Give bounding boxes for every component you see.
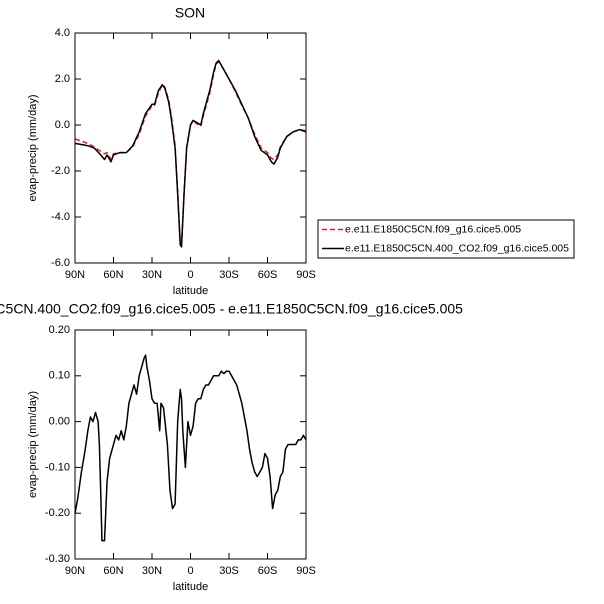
x-tick-label: 90S [296, 565, 316, 577]
x-tick-label: 30N [142, 565, 162, 577]
y-tick-label: 0.20 [49, 324, 70, 336]
x-tick-label: 0 [187, 565, 193, 577]
data-line [74, 61, 307, 246]
plot-frame [74, 329, 307, 560]
x-axis-label: latitude [173, 581, 208, 593]
x-tick-label: 30S [219, 565, 239, 577]
legend-label: e.e11.E1850C5CN.f09_g16.cice5.005 [345, 223, 521, 235]
y-axis-label: evap-precip (mm/day) [27, 95, 39, 202]
data-line [74, 354, 307, 542]
chart-title: e.e11.E1850C5CN.400_CO2.f09_g16.cice5.00… [0, 301, 463, 317]
y-tick-label: -6.0 [51, 257, 70, 269]
y-tick-label: -0.20 [45, 507, 70, 519]
y-tick-label: -2.0 [51, 165, 70, 177]
x-tick-label: 30S [219, 269, 239, 281]
y-axis-label: evap-precip (mm/day) [27, 391, 39, 498]
x-tick-label: 60N [103, 269, 123, 281]
y-tick-label: 0.00 [49, 416, 70, 428]
plot-frame [74, 32, 307, 264]
x-tick-label: 60S [258, 565, 278, 577]
x-tick-label: 60N [103, 565, 123, 577]
x-tick-label: 90S [296, 269, 316, 281]
y-tick-label: -4.0 [51, 211, 70, 223]
y-tick-label: 0.10 [49, 370, 70, 382]
x-tick-label: 90N [65, 565, 85, 577]
legend-box [317, 219, 575, 259]
x-tick-label: 60S [258, 269, 278, 281]
x-axis-label: latitude [173, 285, 208, 297]
y-tick-label: 4.0 [55, 27, 70, 39]
x-tick-label: 0 [187, 269, 193, 281]
y-tick-label: -0.30 [45, 553, 70, 565]
x-tick-label: 30N [142, 269, 162, 281]
chart-title: SON [175, 5, 205, 21]
legend-label: e.e11.E1850C5CN.400_CO2.f09_g16.cice5.00… [345, 242, 569, 254]
data-line [74, 59, 307, 248]
x-tick-label: 90N [65, 269, 85, 281]
y-tick-label: 2.0 [55, 73, 70, 85]
y-tick-label: 0.0 [55, 119, 70, 131]
y-tick-label: -0.10 [45, 461, 70, 473]
